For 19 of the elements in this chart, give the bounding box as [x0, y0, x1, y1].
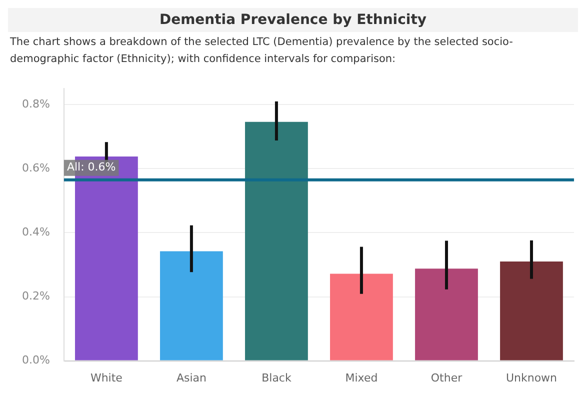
- x-tick-label: White: [90, 371, 123, 384]
- x-tick-label: Asian: [176, 371, 206, 384]
- chart-title: Dementia Prevalence by Ethnicity: [8, 8, 578, 32]
- bar: [330, 274, 393, 360]
- x-tick-label: Other: [430, 371, 463, 384]
- y-tick-label: 0.4%: [22, 226, 50, 239]
- bar: [160, 251, 223, 360]
- x-tick-label: Unknown: [506, 371, 558, 384]
- bar: [245, 122, 308, 360]
- bar: [415, 268, 478, 360]
- chart-subtitle: The chart shows a breakdown of the selected LTC (Dementia) prevalence by the selected socio-demographic factor (Ethnicity); with confidence intervals for comparison:: [9, 35, 514, 67]
- y-tick-label: 0.0%: [22, 354, 50, 367]
- x-tick-label: Black: [262, 371, 292, 384]
- y-tick-label: 0.2%: [22, 290, 50, 303]
- y-tick-label: 0.8%: [22, 97, 50, 110]
- x-tick-label: Mixed: [345, 371, 378, 384]
- bar: [500, 262, 563, 360]
- y-tick-label: 0.6%: [22, 162, 50, 175]
- ref-line-label: All: 0.6%: [66, 160, 116, 174]
